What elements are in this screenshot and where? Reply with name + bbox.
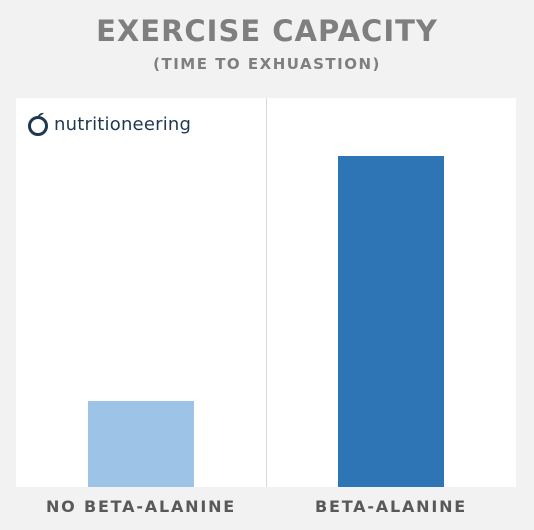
chart-title: EXERCISE CAPACITY bbox=[96, 14, 438, 48]
apple-icon bbox=[28, 112, 48, 136]
x-tick-label-beta-alanine: BETA-ALANINE bbox=[314, 497, 468, 516]
plot-area: nutritioneering bbox=[16, 98, 516, 487]
logo: nutritioneering bbox=[26, 111, 191, 137]
category-divider bbox=[266, 98, 267, 487]
bar-no-beta-alanine bbox=[88, 401, 194, 487]
chart-subtitle: (TIME TO EXHUASTION) bbox=[153, 55, 381, 73]
x-tick-label-no-beta-alanine: NO BETA-ALANINE bbox=[45, 497, 236, 516]
logo-text: nutritioneering bbox=[54, 113, 192, 135]
bar-beta-alanine bbox=[338, 156, 444, 487]
